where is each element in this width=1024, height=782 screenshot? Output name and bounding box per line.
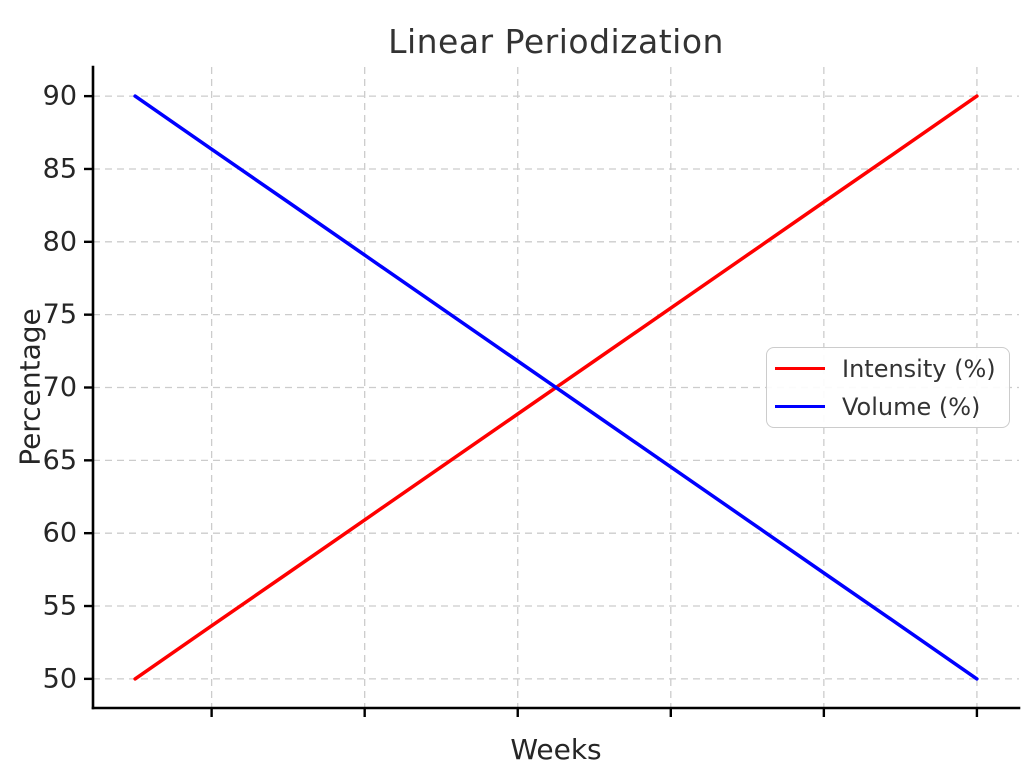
series-line-1: [133, 94, 979, 681]
legend-swatch-intensity: [775, 367, 825, 370]
y-tick-label: 50: [43, 663, 77, 694]
legend-item-volume: Volume (%): [775, 392, 999, 421]
y-tick-label: 90: [43, 81, 77, 112]
y-tick-label: 75: [43, 299, 77, 330]
y-tick-label: 65: [43, 445, 77, 476]
legend-label-volume: Volume (%): [842, 392, 981, 421]
y-tick-label: 80: [43, 226, 77, 257]
legend-item-intensity: Intensity (%): [775, 354, 999, 383]
legend-label-intensity: Intensity (%): [842, 354, 996, 383]
x-axis-label: Weeks: [510, 733, 602, 766]
chart-title: Linear Periodization: [388, 22, 724, 61]
legend-swatch-volume: [775, 405, 825, 408]
y-tick-label: 55: [43, 591, 77, 622]
y-tick-label: 70: [43, 372, 77, 403]
legend: Intensity (%) Volume (%): [766, 347, 1010, 428]
y-tick-label: 60: [43, 518, 77, 549]
y-tick-label: 85: [43, 153, 77, 184]
